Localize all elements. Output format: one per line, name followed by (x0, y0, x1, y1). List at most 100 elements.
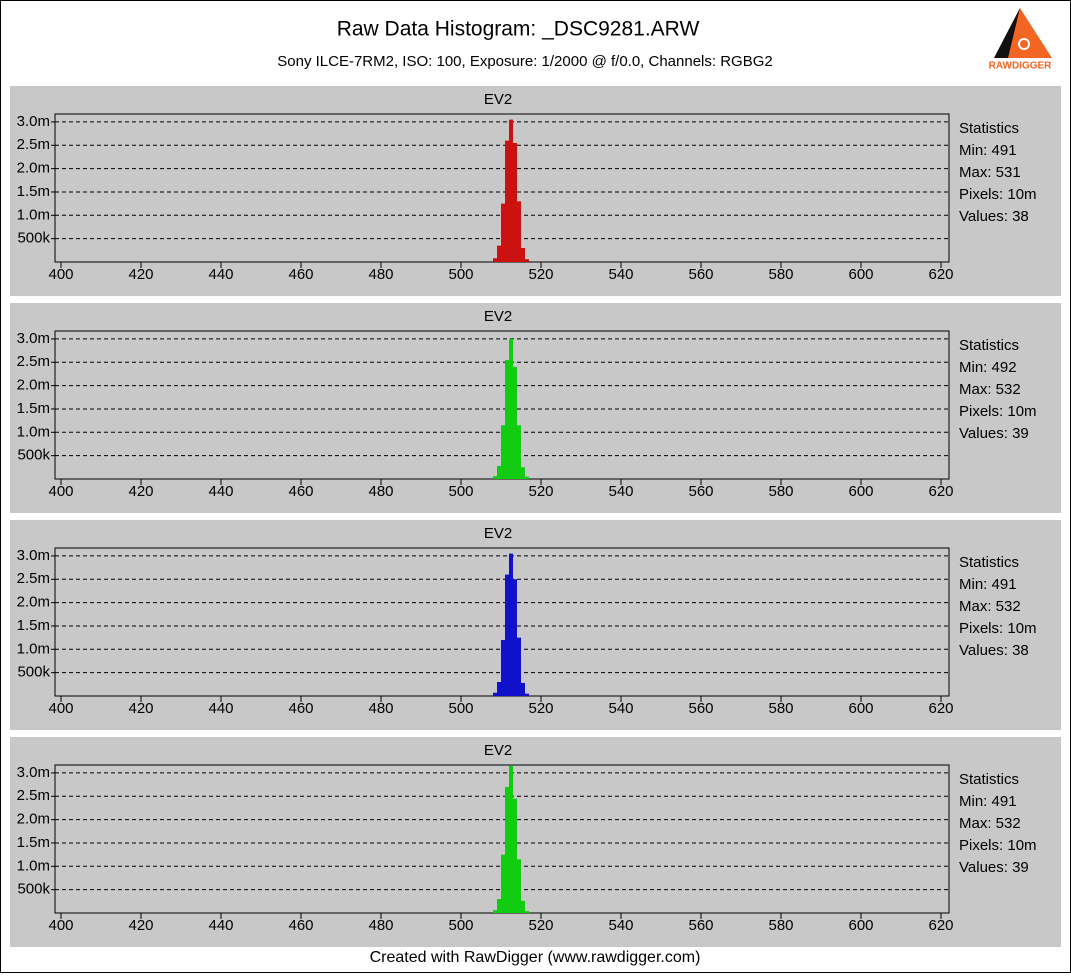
bar (509, 765, 513, 913)
bar (497, 681, 501, 696)
statistics-line: Pixels: 10m (959, 403, 1037, 420)
bar (517, 201, 521, 262)
bar (505, 359, 509, 479)
x-tick-label: 540 (608, 700, 633, 717)
x-tick-label: 440 (208, 917, 233, 934)
y-tick-label: 500k (17, 664, 50, 681)
y-tick-label: 1.5m (17, 183, 50, 200)
bar (497, 245, 501, 262)
x-tick-label: 540 (608, 917, 633, 934)
x-tick-label: 460 (288, 483, 313, 500)
x-tick-label: 500 (448, 700, 473, 717)
y-tick-label: 3.0m (17, 764, 50, 781)
x-tick-label: 400 (48, 266, 73, 283)
bar (493, 692, 497, 696)
bar (517, 637, 521, 696)
y-tick-label: 3.0m (17, 113, 50, 130)
bar (509, 338, 513, 479)
x-tick-label: 560 (688, 483, 713, 500)
statistics-line: Max: 532 (959, 815, 1021, 832)
statistics-line: Statistics (959, 554, 1019, 571)
y-tick-label: 1.5m (17, 400, 50, 417)
x-tick-label: 620 (928, 483, 953, 500)
x-tick-label: 420 (128, 483, 153, 500)
bar (505, 574, 509, 696)
y-tick-label: 3.0m (17, 547, 50, 564)
bar (505, 786, 509, 913)
panel-title: EV2 (484, 308, 512, 325)
x-tick-label: 540 (608, 483, 633, 500)
bar (513, 798, 517, 913)
x-tick-label: 580 (768, 917, 793, 934)
statistics-line: Pixels: 10m (959, 837, 1037, 854)
x-tick-label: 440 (208, 483, 233, 500)
bar (525, 911, 529, 913)
title: Raw Data Histogram: _DSC9281.ARW (337, 18, 700, 41)
x-tick-label: 620 (928, 700, 953, 717)
bar (513, 142, 517, 262)
footer: Created with RawDigger (www.rawdigger.co… (370, 949, 701, 966)
x-tick-label: 600 (848, 266, 873, 283)
x-tick-label: 400 (48, 483, 73, 500)
y-tick-label: 2.5m (17, 136, 50, 153)
statistics-line: Min: 491 (959, 793, 1017, 810)
statistics-line: Pixels: 10m (959, 620, 1037, 637)
histogram-panel: EV2 500k 1.0m 1.5m 2.0m 2.5m 3.0m 400 420 440 460 4… (10, 737, 1061, 947)
bar (501, 425, 505, 479)
bar (525, 693, 529, 696)
logo-text: RAWDIGGER (989, 61, 1053, 72)
y-tick-label: 2.5m (17, 353, 50, 370)
x-tick-label: 420 (128, 700, 153, 717)
bar (509, 553, 513, 696)
y-tick-label: 2.0m (17, 594, 50, 611)
y-tick-label: 500k (17, 881, 50, 898)
x-tick-label: 580 (768, 483, 793, 500)
statistics-line: Values: 38 (959, 642, 1029, 659)
x-tick-label: 500 (448, 917, 473, 934)
x-tick-label: 540 (608, 266, 633, 283)
x-tick-label: 520 (528, 700, 553, 717)
bar (501, 639, 505, 696)
y-tick-label: 2.5m (17, 570, 50, 587)
y-tick-label: 2.5m (17, 787, 50, 804)
x-tick-label: 480 (368, 917, 393, 934)
y-tick-label: 1.5m (17, 834, 50, 851)
bar (517, 425, 521, 479)
y-tick-label: 1.0m (17, 857, 50, 874)
histogram-panel: EV2 500k 1.0m 1.5m 2.0m 2.5m 3.0m 400 420 440 460 4… (10, 520, 1061, 730)
histogram-panel: EV2 500k 1.0m 1.5m 2.0m 2.5m 3.0m 400 420 440 460 4… (10, 303, 1061, 513)
y-tick-label: 2.0m (17, 160, 50, 177)
bar (501, 203, 505, 262)
x-tick-label: 480 (368, 700, 393, 717)
bar (505, 140, 509, 262)
x-tick-label: 580 (768, 266, 793, 283)
x-tick-label: 480 (368, 483, 393, 500)
bar (497, 465, 501, 479)
statistics-line: Min: 492 (959, 359, 1017, 376)
subtitle: Sony ILCE-7RM2, ISO: 100, Exposure: 1/20… (277, 53, 772, 70)
bar (497, 898, 501, 913)
logo-mark (1018, 38, 1030, 50)
x-tick-label: 600 (848, 700, 873, 717)
y-tick-label: 500k (17, 230, 50, 247)
x-tick-label: 400 (48, 700, 73, 717)
x-tick-label: 560 (688, 700, 713, 717)
statistics-line: Pixels: 10m (959, 186, 1037, 203)
x-tick-label: 480 (368, 266, 393, 283)
bar (521, 247, 525, 262)
panel-title: EV2 (484, 742, 512, 759)
bar (493, 910, 497, 913)
statistics-line: Max: 532 (959, 598, 1021, 615)
bar (501, 854, 505, 913)
x-tick-label: 600 (848, 917, 873, 934)
x-tick-label: 620 (928, 266, 953, 283)
logo: RAWDIGGER (989, 8, 1053, 72)
x-tick-label: 520 (528, 483, 553, 500)
panel-title: EV2 (484, 525, 512, 542)
y-tick-label: 1.5m (17, 617, 50, 634)
y-tick-label: 1.0m (17, 423, 50, 440)
statistics-line: Min: 491 (959, 142, 1017, 159)
y-tick-label: 3.0m (17, 330, 50, 347)
bar (521, 682, 525, 696)
